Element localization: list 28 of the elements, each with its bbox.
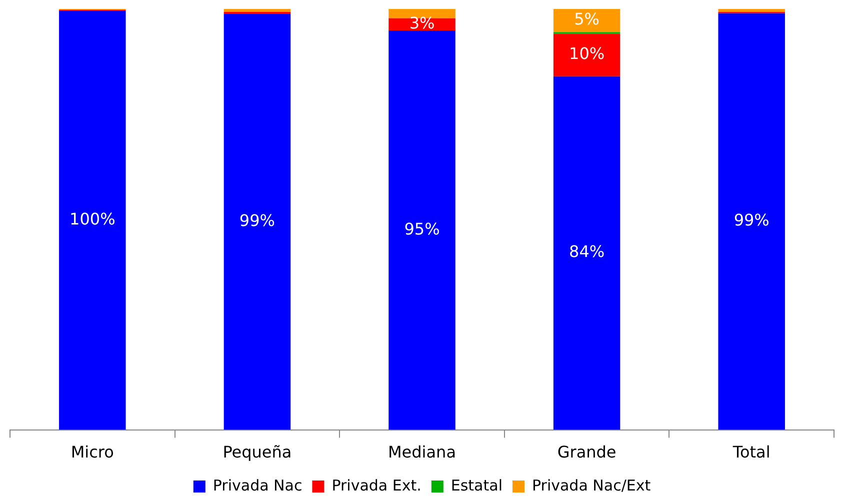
legend-label: Privada Nac/Ext bbox=[532, 476, 651, 494]
x-tick-label: Mediana bbox=[388, 442, 456, 462]
bar bbox=[224, 12, 291, 14]
x-tick-label: Total bbox=[732, 442, 770, 462]
data-label: 99% bbox=[239, 211, 275, 230]
bar bbox=[553, 9, 620, 32]
data-label: 3% bbox=[409, 14, 435, 33]
data-label: 95% bbox=[404, 219, 440, 238]
bar bbox=[718, 13, 785, 430]
legend-label: Estatal bbox=[450, 476, 502, 494]
bar bbox=[224, 14, 291, 430]
data-label: 84% bbox=[569, 242, 605, 262]
data-label: 10% bbox=[569, 44, 605, 64]
data-label: 5% bbox=[574, 10, 600, 29]
bar bbox=[388, 30, 456, 430]
x-tick-label: Micro bbox=[70, 442, 114, 462]
bar bbox=[553, 76, 620, 430]
bar bbox=[224, 9, 291, 12]
data-label: 100% bbox=[70, 209, 116, 228]
data-label: 99% bbox=[734, 210, 770, 230]
x-tick-label: Pequeña bbox=[222, 442, 292, 462]
bar bbox=[718, 9, 785, 12]
bar bbox=[388, 9, 456, 18]
bar bbox=[59, 10, 126, 430]
legend-label: Privada Ext. bbox=[332, 476, 422, 494]
bar bbox=[553, 34, 620, 76]
x-tick-label: Grande bbox=[557, 442, 616, 462]
legend-label: Privada Nac bbox=[212, 476, 302, 494]
